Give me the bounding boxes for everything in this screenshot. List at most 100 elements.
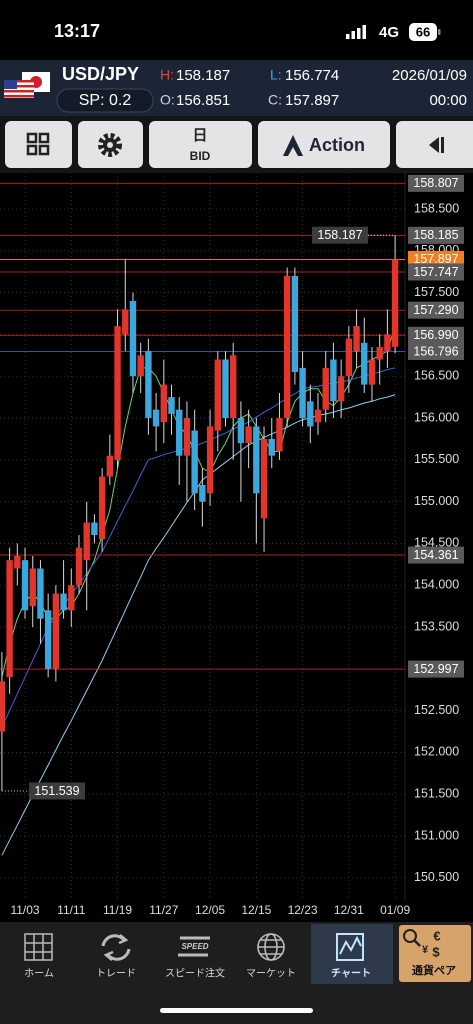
candle-body bbox=[230, 355, 237, 419]
y-tick-label: 151.000 bbox=[414, 828, 459, 842]
gear-icon bbox=[98, 133, 122, 157]
y-tick-label: 152.500 bbox=[414, 703, 459, 717]
candle-body bbox=[191, 430, 198, 494]
x-tick-label: 11/19 bbox=[103, 903, 132, 917]
candle-body bbox=[245, 426, 252, 444]
candle-body bbox=[183, 418, 191, 456]
y-tick-label: 152.000 bbox=[414, 745, 459, 759]
moving-average-line bbox=[1, 325, 396, 678]
candle-body bbox=[199, 484, 206, 502]
bar-time: 00:00 bbox=[429, 92, 467, 109]
collapse-icon bbox=[429, 137, 439, 153]
price-line-box bbox=[408, 546, 464, 564]
battery-icon bbox=[409, 23, 437, 41]
x-tick-label: 11/03 bbox=[10, 903, 39, 917]
nav-speed-order[interactable]: スピード注文 bbox=[165, 967, 225, 980]
period-button[interactable] bbox=[149, 121, 252, 168]
candle-body bbox=[137, 355, 144, 377]
low-marker-label: 151.539 bbox=[34, 784, 79, 798]
layout-icon bbox=[26, 132, 50, 156]
spread: SP: 0.2 bbox=[79, 92, 132, 109]
candle-body bbox=[361, 342, 368, 385]
price-line-label: 152.997 bbox=[413, 662, 458, 676]
nav-currency-pair[interactable]: 通貨ペア bbox=[412, 963, 456, 977]
price-line-box bbox=[408, 660, 464, 678]
candle-body bbox=[168, 397, 175, 414]
svg-text:€: € bbox=[433, 928, 440, 943]
signal-icon bbox=[346, 25, 366, 39]
candle-body bbox=[214, 359, 221, 431]
price-line-box bbox=[408, 174, 464, 192]
high-marker-box bbox=[312, 226, 368, 244]
candle-body bbox=[60, 593, 67, 611]
nav-home[interactable]: ホーム bbox=[24, 968, 54, 980]
high-marker-label: 158.187 bbox=[317, 228, 362, 242]
collapse-icon-bar bbox=[441, 137, 444, 153]
trade-icon bbox=[101, 934, 131, 961]
candle-body bbox=[322, 367, 329, 410]
layout-button[interactable] bbox=[5, 121, 72, 168]
y-tick-label: 158.500 bbox=[414, 201, 459, 215]
candle-body bbox=[314, 409, 322, 423]
candle-body bbox=[307, 401, 314, 427]
flag-icon bbox=[4, 72, 50, 98]
candle-body bbox=[368, 359, 376, 385]
candle-body bbox=[176, 409, 183, 456]
y-tick-label: 154.000 bbox=[414, 578, 459, 592]
candle-body bbox=[260, 438, 268, 519]
candle-body bbox=[206, 426, 214, 494]
period: 日 bbox=[192, 127, 207, 144]
price-line-box bbox=[408, 263, 464, 281]
x-tick-label: 12/05 bbox=[195, 903, 225, 917]
spread-pill bbox=[56, 88, 154, 113]
nav-trade[interactable]: トレード bbox=[96, 969, 136, 980]
candle-body bbox=[253, 426, 260, 494]
candle-body bbox=[52, 593, 60, 669]
price-line-box bbox=[408, 326, 464, 344]
candle-body bbox=[376, 346, 383, 360]
network-type: 4G bbox=[379, 24, 399, 41]
x-tick-label: 12/15 bbox=[241, 903, 271, 917]
x-tick-label: 11/11 bbox=[57, 903, 86, 917]
chart-icon bbox=[336, 933, 364, 961]
price-line-label: 158.185 bbox=[413, 228, 458, 242]
home-indicator bbox=[160, 1008, 313, 1013]
high-value: 158.187 bbox=[176, 67, 230, 84]
candle-body bbox=[384, 334, 391, 352]
candle-body bbox=[106, 455, 114, 477]
home-icon bbox=[24, 933, 53, 961]
candle-body bbox=[337, 376, 345, 402]
low-label: L: bbox=[270, 67, 282, 83]
candlestick-chart: 150.500151.000151.500152.000152.500153.0… bbox=[0, 172, 464, 917]
price-line-label: 157.897 bbox=[413, 252, 458, 266]
high-label: H: bbox=[160, 67, 174, 83]
clock: 13:17 bbox=[54, 21, 100, 41]
candle-body bbox=[160, 384, 168, 423]
close-label: C: bbox=[268, 92, 282, 108]
currency-pair-tab[interactable] bbox=[399, 925, 471, 982]
candle-body bbox=[152, 409, 160, 427]
moving-average-line bbox=[1, 367, 396, 728]
nav-chart[interactable]: チャート bbox=[331, 968, 371, 980]
candle-body bbox=[114, 326, 121, 460]
svg-text:¥: ¥ bbox=[422, 944, 429, 956]
x-tick-label: 11/27 bbox=[149, 903, 178, 917]
y-tick-label: 156.500 bbox=[414, 369, 459, 383]
y-tick-label: 155.000 bbox=[414, 494, 459, 508]
candle-body bbox=[222, 359, 229, 419]
moving-average-line bbox=[1, 394, 396, 856]
battery-level: 66 bbox=[416, 24, 430, 39]
candle-body bbox=[330, 359, 337, 402]
nav-market[interactable]: マーケット bbox=[246, 968, 296, 980]
action-button[interactable] bbox=[258, 121, 390, 168]
low-value: 156.774 bbox=[285, 67, 339, 84]
candle-body bbox=[29, 568, 36, 607]
bottom-nav bbox=[0, 922, 473, 1024]
currency-pair[interactable]: USD/JPY bbox=[62, 64, 139, 84]
x-tick-label: 01/09 bbox=[380, 903, 410, 917]
candle-body bbox=[75, 547, 83, 586]
y-tick-label: 156.000 bbox=[414, 410, 459, 424]
